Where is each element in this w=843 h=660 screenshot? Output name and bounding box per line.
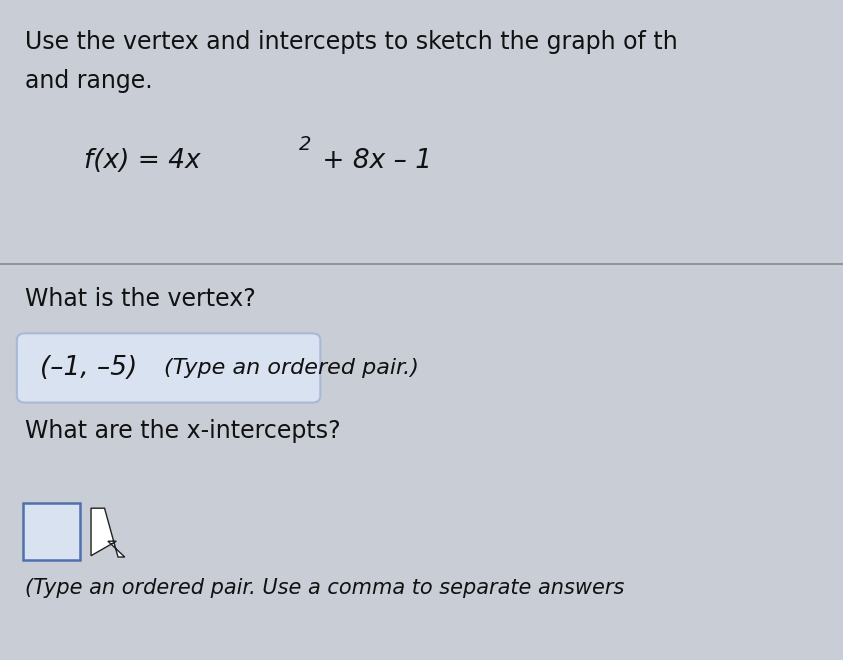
FancyBboxPatch shape xyxy=(17,333,320,403)
Text: and range.: and range. xyxy=(25,69,153,93)
Text: (–1, –5): (–1, –5) xyxy=(40,354,137,381)
Text: 2: 2 xyxy=(299,135,312,154)
Text: f(x) = 4x: f(x) = 4x xyxy=(84,148,201,174)
Text: Use the vertex and intercepts to sketch the graph of th: Use the vertex and intercepts to sketch … xyxy=(25,30,678,53)
FancyBboxPatch shape xyxy=(23,503,80,560)
Polygon shape xyxy=(91,508,125,557)
Text: What are the x-intercepts?: What are the x-intercepts? xyxy=(25,419,341,443)
Text: (Type an ordered pair. Use a comma to separate answers: (Type an ordered pair. Use a comma to se… xyxy=(25,578,625,597)
Text: (Type an ordered pair.): (Type an ordered pair.) xyxy=(164,358,419,378)
Text: + 8x – 1: + 8x – 1 xyxy=(314,148,432,174)
Text: What is the vertex?: What is the vertex? xyxy=(25,287,256,311)
